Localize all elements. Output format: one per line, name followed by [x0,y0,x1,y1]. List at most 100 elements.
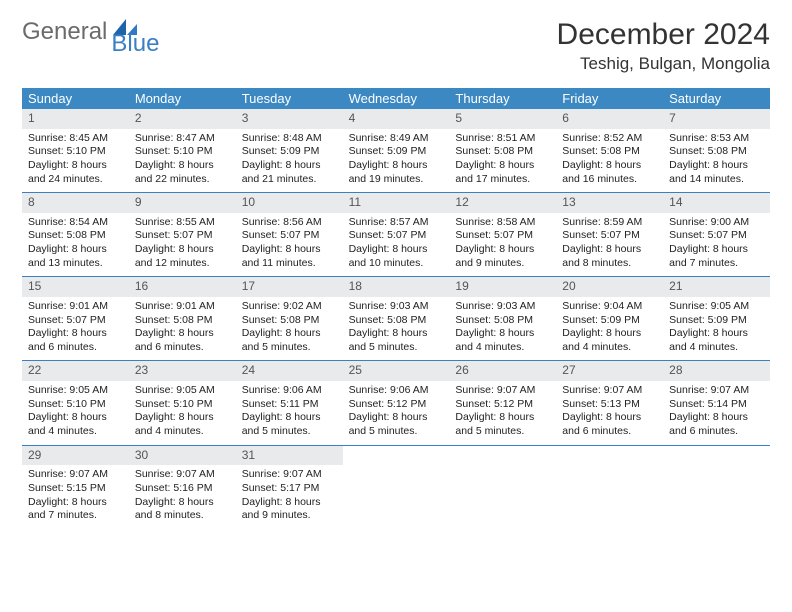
calendar-day: 6Sunrise: 8:52 AMSunset: 5:08 PMDaylight… [556,109,663,192]
day-number: 2 [129,109,236,129]
daylight-text: Daylight: 8 hours [28,411,123,425]
sunset-text: Sunset: 5:13 PM [562,398,657,412]
daylight-text: and 6 minutes. [28,341,123,355]
day-details: Sunrise: 9:05 AMSunset: 5:09 PMDaylight:… [663,297,770,361]
calendar-day [343,446,450,529]
sunset-text: Sunset: 5:10 PM [28,145,123,159]
day-details: Sunrise: 8:57 AMSunset: 5:07 PMDaylight:… [343,213,450,277]
daylight-text: and 5 minutes. [242,425,337,439]
day-details: Sunrise: 9:03 AMSunset: 5:08 PMDaylight:… [449,297,556,361]
day-number: 21 [663,277,770,297]
day-details: Sunrise: 8:49 AMSunset: 5:09 PMDaylight:… [343,129,450,193]
sunrise-text: Sunrise: 8:52 AM [562,132,657,146]
day-details: Sunrise: 9:07 AMSunset: 5:17 PMDaylight:… [236,465,343,529]
day-number: 22 [22,361,129,381]
daylight-text: Daylight: 8 hours [349,243,444,257]
calendar-day [663,446,770,529]
title-block: December 2024 Teshig, Bulgan, Mongolia [557,18,770,74]
day-number: 3 [236,109,343,129]
day-details: Sunrise: 9:07 AMSunset: 5:14 PMDaylight:… [663,381,770,445]
day-number: 23 [129,361,236,381]
calendar-week: 8Sunrise: 8:54 AMSunset: 5:08 PMDaylight… [22,193,770,277]
sunrise-text: Sunrise: 8:51 AM [455,132,550,146]
calendar-day: 19Sunrise: 9:03 AMSunset: 5:08 PMDayligh… [449,277,556,360]
location: Teshig, Bulgan, Mongolia [557,54,770,74]
sunrise-text: Sunrise: 9:07 AM [562,384,657,398]
sunset-text: Sunset: 5:07 PM [455,229,550,243]
day-details: Sunrise: 9:06 AMSunset: 5:12 PMDaylight:… [343,381,450,445]
day-number: 24 [236,361,343,381]
daylight-text: Daylight: 8 hours [562,411,657,425]
sunset-text: Sunset: 5:08 PM [135,314,230,328]
sunrise-text: Sunrise: 8:53 AM [669,132,764,146]
daylight-text: Daylight: 8 hours [562,327,657,341]
day-details: Sunrise: 8:45 AMSunset: 5:10 PMDaylight:… [22,129,129,193]
weekday-sat: Saturday [663,88,770,109]
daylight-text: and 4 minutes. [28,425,123,439]
daylight-text: and 21 minutes. [242,173,337,187]
daylight-text: Daylight: 8 hours [669,159,764,173]
weekday-tue: Tuesday [236,88,343,109]
sunset-text: Sunset: 5:12 PM [349,398,444,412]
sunrise-text: Sunrise: 9:00 AM [669,216,764,230]
daylight-text: and 19 minutes. [349,173,444,187]
calendar-day: 14Sunrise: 9:00 AMSunset: 5:07 PMDayligh… [663,193,770,276]
brand-part2: Blue [111,30,159,58]
daylight-text: Daylight: 8 hours [242,496,337,510]
day-details: Sunrise: 9:04 AMSunset: 5:09 PMDaylight:… [556,297,663,361]
calendar-day: 22Sunrise: 9:05 AMSunset: 5:10 PMDayligh… [22,361,129,444]
day-number: 31 [236,446,343,466]
day-details: Sunrise: 8:58 AMSunset: 5:07 PMDaylight:… [449,213,556,277]
daylight-text: Daylight: 8 hours [28,496,123,510]
sunrise-text: Sunrise: 9:01 AM [28,300,123,314]
calendar-day: 21Sunrise: 9:05 AMSunset: 5:09 PMDayligh… [663,277,770,360]
sunset-text: Sunset: 5:10 PM [135,145,230,159]
daylight-text: Daylight: 8 hours [669,411,764,425]
sunrise-text: Sunrise: 8:56 AM [242,216,337,230]
day-number: 29 [22,446,129,466]
calendar-day: 2Sunrise: 8:47 AMSunset: 5:10 PMDaylight… [129,109,236,192]
page-title: December 2024 [557,18,770,52]
sunrise-text: Sunrise: 8:54 AM [28,216,123,230]
daylight-text: and 10 minutes. [349,257,444,271]
sunrise-text: Sunrise: 8:55 AM [135,216,230,230]
daylight-text: and 5 minutes. [455,425,550,439]
daylight-text: and 6 minutes. [562,425,657,439]
calendar-day: 18Sunrise: 9:03 AMSunset: 5:08 PMDayligh… [343,277,450,360]
calendar-day: 15Sunrise: 9:01 AMSunset: 5:07 PMDayligh… [22,277,129,360]
daylight-text: Daylight: 8 hours [562,159,657,173]
sunset-text: Sunset: 5:09 PM [349,145,444,159]
daylight-text: Daylight: 8 hours [349,411,444,425]
calendar-body: 1Sunrise: 8:45 AMSunset: 5:10 PMDaylight… [22,109,770,529]
daylight-text: and 4 minutes. [135,425,230,439]
sunset-text: Sunset: 5:10 PM [28,398,123,412]
sunset-text: Sunset: 5:07 PM [135,229,230,243]
sunrise-text: Sunrise: 9:05 AM [135,384,230,398]
daylight-text: Daylight: 8 hours [28,243,123,257]
day-details: Sunrise: 8:48 AMSunset: 5:09 PMDaylight:… [236,129,343,193]
sunset-text: Sunset: 5:07 PM [349,229,444,243]
day-number: 15 [22,277,129,297]
sunset-text: Sunset: 5:09 PM [669,314,764,328]
sunrise-text: Sunrise: 9:07 AM [455,384,550,398]
sunrise-text: Sunrise: 9:07 AM [135,468,230,482]
daylight-text: Daylight: 8 hours [455,243,550,257]
calendar-week: 1Sunrise: 8:45 AMSunset: 5:10 PMDaylight… [22,109,770,193]
sunset-text: Sunset: 5:12 PM [455,398,550,412]
sunrise-text: Sunrise: 9:06 AM [349,384,444,398]
calendar-day: 28Sunrise: 9:07 AMSunset: 5:14 PMDayligh… [663,361,770,444]
daylight-text: and 9 minutes. [455,257,550,271]
day-number: 30 [129,446,236,466]
day-number: 10 [236,193,343,213]
daylight-text: and 6 minutes. [669,425,764,439]
daylight-text: Daylight: 8 hours [135,327,230,341]
day-details: Sunrise: 8:51 AMSunset: 5:08 PMDaylight:… [449,129,556,193]
day-number: 27 [556,361,663,381]
day-details: Sunrise: 8:47 AMSunset: 5:10 PMDaylight:… [129,129,236,193]
day-number: 1 [22,109,129,129]
daylight-text: Daylight: 8 hours [28,327,123,341]
daylight-text: and 14 minutes. [669,173,764,187]
daylight-text: Daylight: 8 hours [562,243,657,257]
daylight-text: Daylight: 8 hours [455,159,550,173]
weekday-fri: Friday [556,88,663,109]
